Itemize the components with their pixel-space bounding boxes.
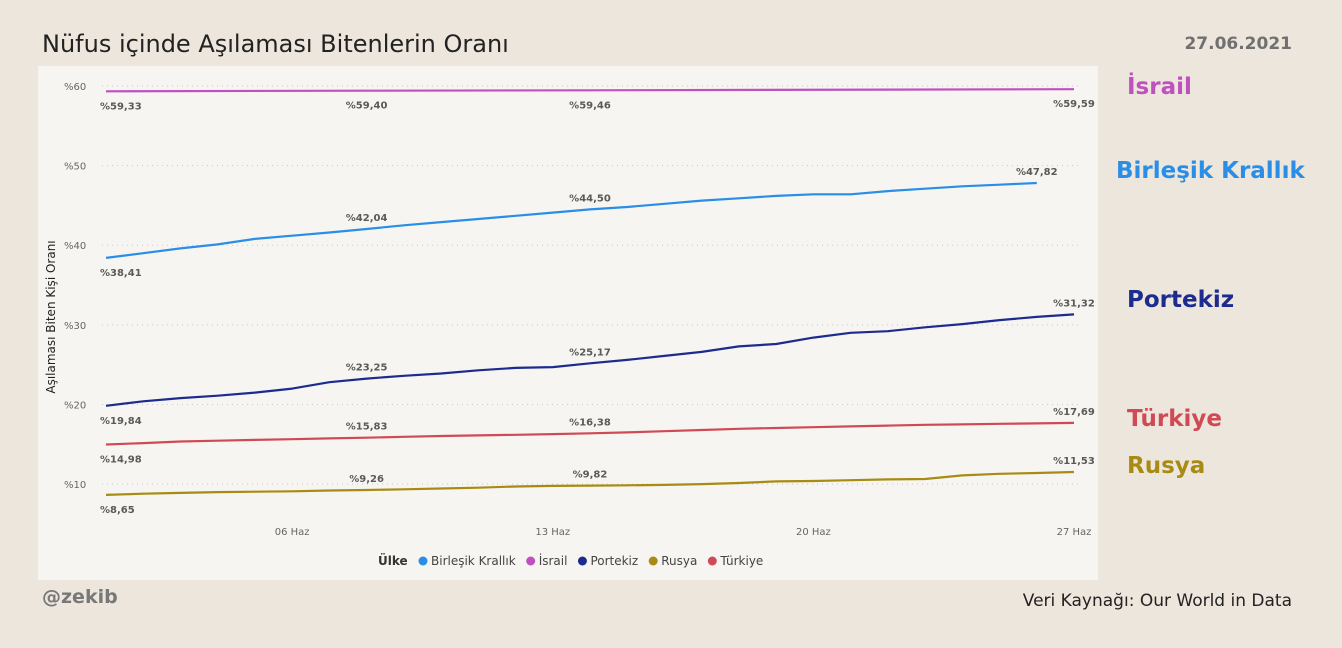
y-axis-title: Aşılaması Biten Kişi Oranı [44,240,58,393]
author-handle: @zekib [42,586,118,608]
legend-label-portekiz: Portekiz [590,554,638,568]
data-label: %25,17 [569,347,611,358]
side-label-russia: Rusya [1127,453,1206,479]
page-title: Nüfus içinde Aşılaması Bitenlerin Oranı [42,30,509,58]
x-tick-label: 13 Haz [535,527,570,538]
side-label-portugal: Portekiz [1127,287,1235,313]
data-label: %16,38 [569,417,611,428]
data-label: %59,59 [1053,99,1095,110]
series-line-t-rkiye [105,421,1075,446]
data-label: %17,69 [1053,407,1095,418]
date-label: 27.06.2021 [1184,34,1292,54]
data-label: %23,25 [346,363,388,374]
data-label: %9,82 [573,470,608,481]
legend-marker-i-srail [526,556,536,566]
data-label: %38,41 [100,268,142,279]
data-label: %42,04 [346,213,388,224]
series-line-birle-ik-krall-k [105,181,1037,259]
y-tick-label: %40 [64,241,86,252]
x-tick-label: 20 Haz [796,527,831,538]
legend-marker-portekiz [577,556,587,566]
data-label: %59,46 [569,100,611,111]
data-label: %59,40 [346,101,388,112]
data-label: %31,32 [1053,298,1095,309]
legend-marker-t-rkiye [707,556,717,566]
data-source: Veri Kaynağı: Our World in Data [1022,591,1292,611]
series-line-portekiz [105,313,1075,407]
data-label: %8,65 [100,505,135,516]
legend-title: Ülke [378,553,408,568]
data-label: %47,82 [1016,167,1058,178]
y-tick-label: %50 [64,162,86,173]
data-label: %44,50 [569,193,611,204]
legend-label-birle-ik-krall-k: Birleşik Krallık [431,554,516,568]
data-label: %59,33 [100,101,142,112]
series-line-i-srail [105,88,1075,93]
data-label: %15,83 [346,422,388,433]
chart-panel [38,66,1098,580]
x-tick-label: 27 Haz [1057,527,1092,538]
x-tick-label: 06 Haz [275,527,310,538]
y-tick-label: %10 [64,480,86,491]
legend-marker-birle-ik-krall-k [418,556,428,566]
data-label: %19,84 [100,416,142,427]
legend-label-i-srail: İsrail [539,553,568,568]
data-label: %9,26 [349,474,384,485]
y-tick-label: %60 [64,82,86,93]
legend-label-rusya: Rusya [661,554,697,568]
data-label: %11,53 [1053,456,1095,467]
y-tick-label: %20 [64,401,86,412]
side-label-turkey: Türkiye [1127,406,1222,432]
side-label-israel: İsrail [1127,74,1192,100]
series-line-rusya [105,470,1075,496]
legend-marker-rusya [648,556,658,566]
y-tick-label: %30 [64,321,86,332]
line-chart: %10 %20 %30 %40 %50 %60 Aşılaması Biten Kişi O… [44,82,1095,568]
legend-label-t-rkiye: Türkiye [719,554,763,568]
data-label: %14,98 [100,454,142,465]
side-label-uk: Birleşik Krallık [1116,158,1305,184]
